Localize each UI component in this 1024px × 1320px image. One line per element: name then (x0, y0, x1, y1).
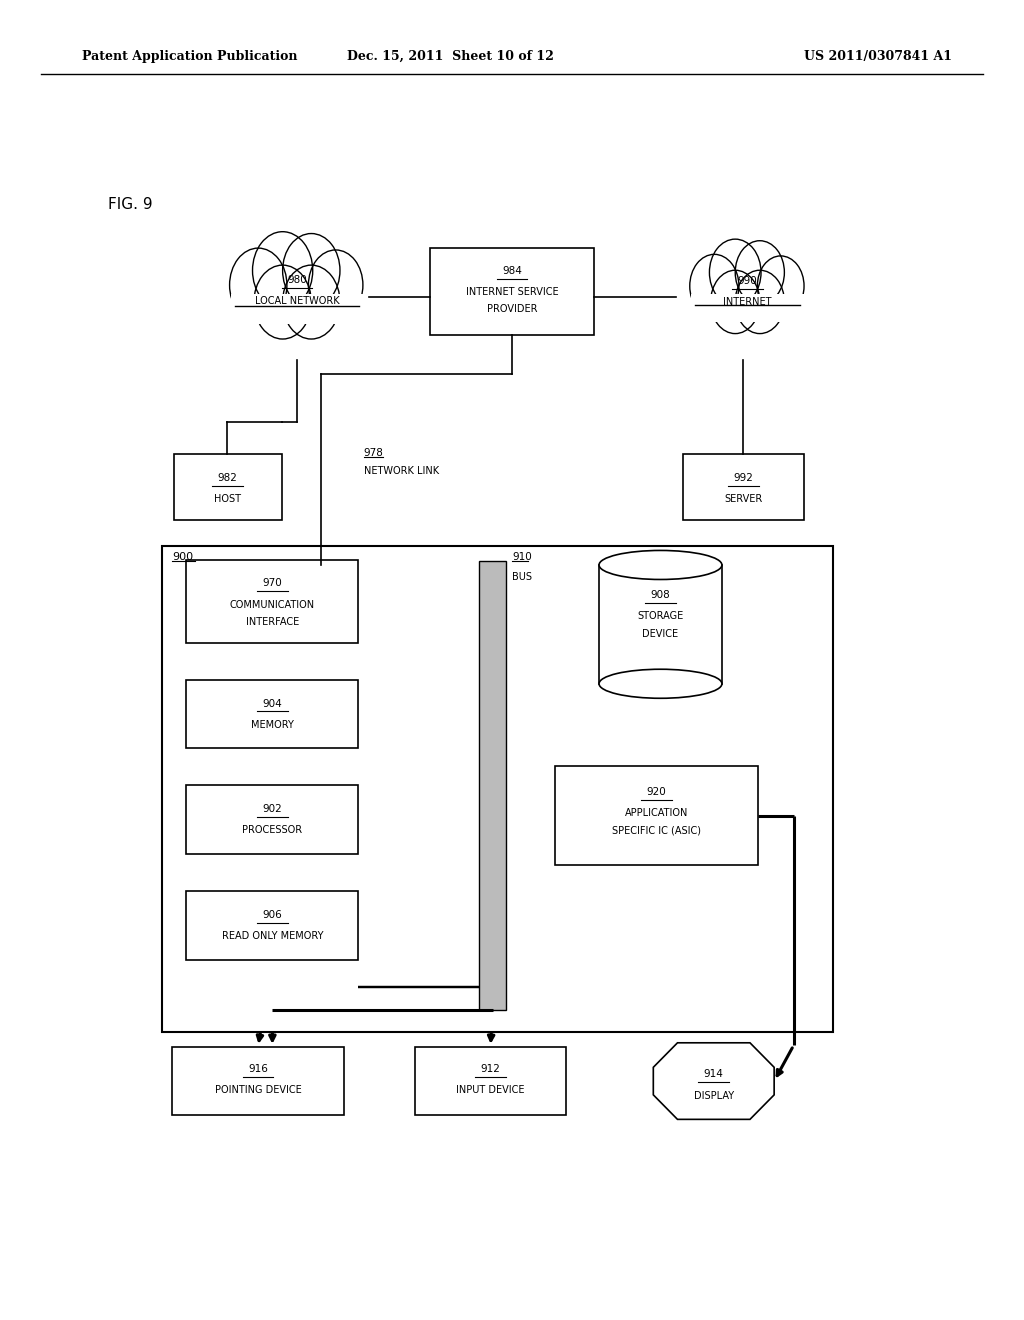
Text: COMMUNICATION: COMMUNICATION (229, 599, 315, 610)
Bar (231, 293, 362, 323)
Bar (186, 891, 358, 960)
Ellipse shape (599, 550, 722, 579)
Text: 978: 978 (364, 447, 383, 458)
Text: READ ONLY MEMORY: READ ONLY MEMORY (221, 931, 324, 941)
Text: 920: 920 (646, 787, 667, 797)
Text: FIG. 9: FIG. 9 (108, 197, 153, 213)
Text: LOCAL NETWORK: LOCAL NETWORK (255, 296, 339, 306)
Ellipse shape (695, 257, 800, 319)
Bar (683, 454, 804, 520)
Text: INPUT DEVICE: INPUT DEVICE (457, 1085, 524, 1096)
Text: NETWORK LINK: NETWORK LINK (364, 466, 438, 477)
Text: PROCESSOR: PROCESSOR (243, 825, 302, 836)
Text: 916: 916 (248, 1064, 268, 1074)
Circle shape (758, 256, 804, 315)
Ellipse shape (236, 255, 358, 321)
Circle shape (735, 240, 784, 304)
Circle shape (253, 232, 312, 309)
Bar (186, 785, 358, 854)
Text: INTERNET: INTERNET (723, 297, 772, 308)
Text: 912: 912 (480, 1064, 501, 1074)
Text: BUS: BUS (512, 572, 532, 582)
Circle shape (710, 239, 761, 306)
Text: 984: 984 (502, 265, 522, 276)
Text: STORAGE: STORAGE (637, 611, 684, 622)
Text: DISPLAY: DISPLAY (693, 1090, 734, 1101)
Bar (186, 680, 358, 748)
Text: Patent Application Publication: Patent Application Publication (82, 50, 297, 63)
Text: POINTING DEVICE: POINTING DEVICE (215, 1085, 301, 1096)
Text: Dec. 15, 2011  Sheet 10 of 12: Dec. 15, 2011 Sheet 10 of 12 (347, 50, 554, 63)
Text: DEVICE: DEVICE (642, 628, 679, 639)
Bar (162, 546, 833, 1032)
Text: US 2011/0307841 A1: US 2011/0307841 A1 (804, 50, 952, 63)
Polygon shape (653, 1043, 774, 1119)
Bar (691, 294, 804, 322)
Circle shape (283, 234, 340, 308)
Text: 990: 990 (737, 276, 758, 286)
Text: 980: 980 (287, 275, 307, 285)
Circle shape (690, 255, 739, 318)
Circle shape (283, 265, 340, 339)
Text: 982: 982 (217, 473, 238, 483)
Bar (479, 561, 506, 1010)
Text: 902: 902 (262, 804, 283, 814)
Circle shape (735, 271, 784, 334)
Text: 914: 914 (703, 1069, 724, 1080)
Text: 970: 970 (262, 578, 283, 589)
Bar (599, 565, 722, 684)
Bar (430, 248, 594, 335)
Text: 992: 992 (733, 473, 754, 483)
Text: INTERNET SERVICE: INTERNET SERVICE (466, 286, 558, 297)
Circle shape (308, 249, 362, 321)
Text: 906: 906 (262, 909, 283, 920)
Text: 900: 900 (172, 552, 194, 562)
Text: 908: 908 (650, 590, 671, 601)
Text: 904: 904 (262, 698, 283, 709)
Text: APPLICATION: APPLICATION (625, 808, 688, 818)
Text: INTERFACE: INTERFACE (246, 616, 299, 627)
Circle shape (711, 271, 760, 334)
Text: PROVIDER: PROVIDER (486, 304, 538, 314)
Bar (415, 1047, 566, 1115)
Bar (172, 1047, 344, 1115)
Circle shape (229, 248, 287, 322)
Text: SPECIFIC IC (ASIC): SPECIFIC IC (ASIC) (612, 825, 700, 836)
Ellipse shape (599, 669, 722, 698)
Text: MEMORY: MEMORY (251, 719, 294, 730)
Bar (555, 766, 758, 865)
Bar (174, 454, 282, 520)
Text: HOST: HOST (214, 494, 241, 504)
Text: SERVER: SERVER (724, 494, 763, 504)
Text: 910: 910 (512, 552, 531, 562)
Bar (186, 560, 358, 643)
Circle shape (254, 265, 311, 339)
